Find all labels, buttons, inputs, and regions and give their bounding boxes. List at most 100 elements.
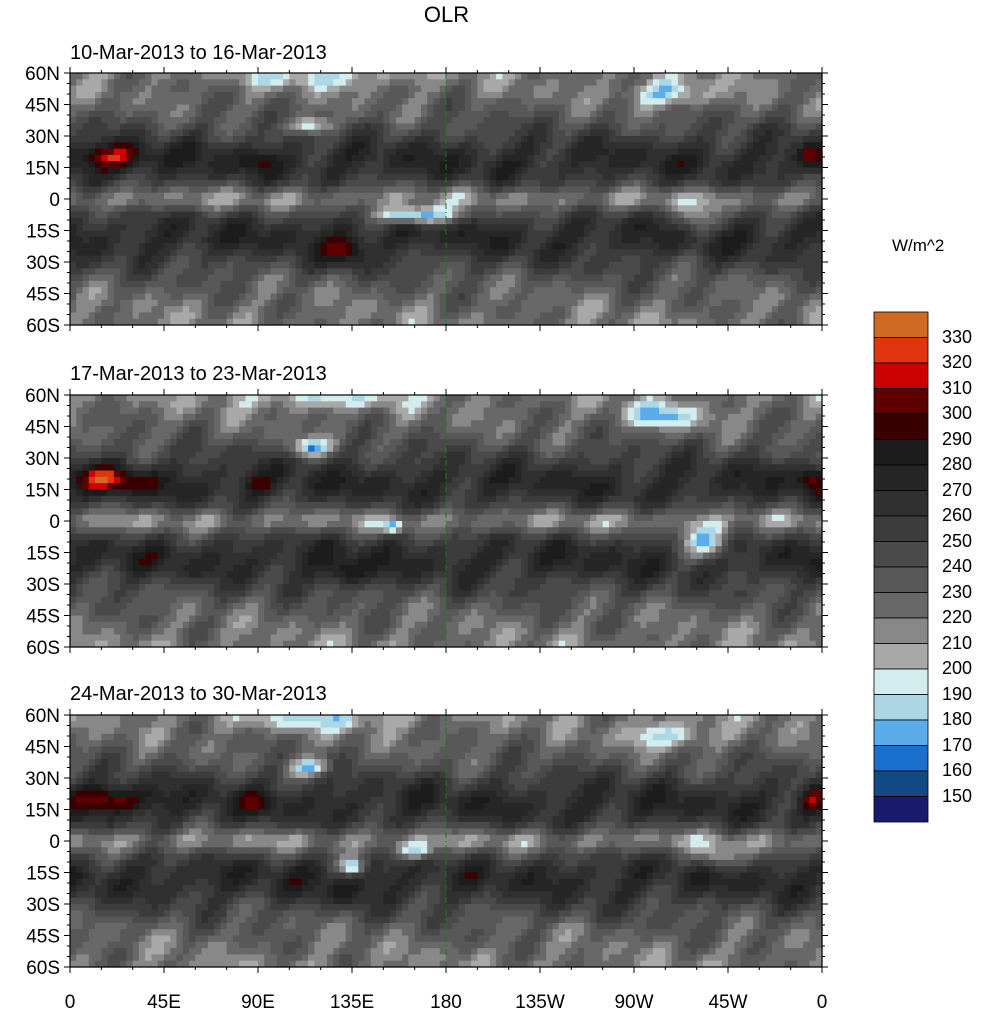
olr-cell [771,236,779,244]
olr-cell [270,180,278,187]
olr-cell [95,280,102,288]
olr-cell [433,91,441,99]
olr-cell [803,117,811,124]
olr-cell [621,148,629,156]
olr-cell [596,199,604,206]
olr-cell [627,224,635,232]
olr-cell [226,236,234,244]
olr-cell [558,306,566,313]
olr-cell [583,180,591,187]
olr-cell [314,91,322,99]
olr-cell [101,73,109,80]
olr-cell [276,192,284,200]
olr-cell [634,73,641,80]
olr-cell [728,180,735,187]
olr-cell [195,104,203,112]
olr-cell [552,148,560,156]
olr-cell [201,154,209,162]
olr-cell [232,161,240,169]
olr-cell [784,104,792,112]
olr-cell [70,306,77,313]
olr-cell [120,268,127,276]
olr-cell [784,318,792,326]
olr-cell [170,73,178,80]
olr-cell [803,217,811,225]
olr-cell [420,243,428,250]
olr-cell [320,85,328,93]
olr-cell [339,280,347,288]
olr-cell [634,287,641,295]
olr-cell [514,224,522,232]
olr-cell [232,217,240,225]
olr-cell [189,98,196,106]
olr-cell [521,211,529,219]
olr-cell [552,142,560,150]
olr-cell [464,110,472,118]
olr-cell [684,129,691,137]
olr-cell [295,205,303,213]
olr-cell [715,148,723,156]
olr-cell [414,243,422,250]
olr-cell [546,199,554,206]
olr-cell [326,161,334,169]
olr-cell [533,318,541,326]
olr-cell [665,199,673,206]
olr-cell [514,79,522,87]
olr-cell [489,148,497,156]
olr-cell [514,274,522,282]
olr-cell [790,255,798,263]
olr-cell [439,249,447,257]
olr-cell [364,167,372,175]
olr-cell [803,192,811,200]
olr-cell [709,268,717,276]
olr-cell [364,186,372,194]
olr-cell [207,280,215,288]
olr-cell [740,287,748,295]
olr-cell [496,293,503,301]
olr-cell [778,79,785,87]
olr-cell [665,287,673,295]
olr-cell [540,211,547,219]
olr-cell [258,110,265,118]
olr-cell [383,186,391,194]
olr-cell [533,173,541,181]
olr-cell [514,312,522,320]
olr-cell [283,117,290,124]
olr-cell [790,249,798,257]
olr-cell [627,91,635,99]
olr-cell [558,268,566,276]
olr-cell [634,136,641,143]
olr-cell [389,287,397,295]
olr-cell [496,243,503,250]
olr-cell [120,243,127,250]
olr-cell [464,79,472,87]
olr-cell [239,274,247,282]
olr-cell [408,255,416,263]
olr-cell [508,262,516,269]
olr-cell [734,129,742,137]
olr-cell [364,318,372,326]
olr-cell [264,224,272,232]
olr-cell [809,255,817,263]
olr-cell [157,123,165,131]
olr-cell [433,249,441,257]
olr-cell [577,280,585,288]
olr-cell [590,280,597,288]
olr-cell [721,312,729,320]
olr-cell [634,98,641,106]
olr-cell [264,123,272,131]
olr-cell [232,192,240,200]
olr-cell [796,148,804,156]
olr-cell [232,287,240,295]
olr-cell [759,205,767,213]
olr-cell [521,217,529,225]
olr-cell [627,104,635,112]
olr-cell [489,243,497,250]
olr-cell [326,104,334,112]
olr-cell [615,154,623,162]
olr-cell [659,274,666,282]
olr-cell [352,91,359,99]
olr-cell [295,199,303,206]
olr-cell [182,91,190,99]
olr-cell [540,167,547,175]
